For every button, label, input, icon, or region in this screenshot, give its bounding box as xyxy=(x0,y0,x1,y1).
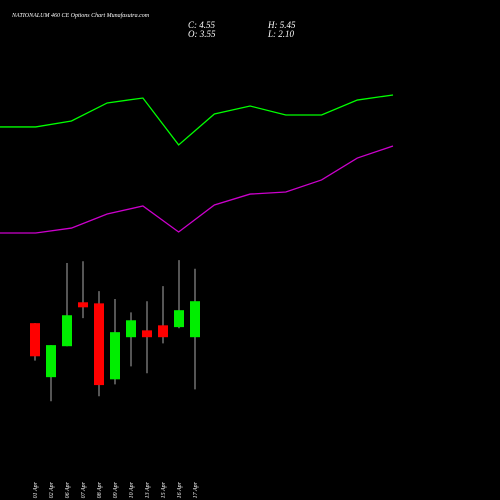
x-tick-label: 01 Apr xyxy=(33,481,39,498)
x-tick-label: 13 Apr xyxy=(145,481,151,498)
x-tick-label: 08 Apr xyxy=(97,481,103,498)
candle-body xyxy=(30,323,40,357)
candle-body xyxy=(46,345,56,378)
x-tick-label: 10 Apr xyxy=(129,481,135,498)
x-tick-label: 16 Apr xyxy=(177,481,183,498)
candle-body xyxy=(158,325,168,338)
candle-body xyxy=(62,315,72,347)
candle-body xyxy=(126,320,136,338)
close-label: C: 4.55 xyxy=(188,20,216,30)
x-tick-label: 09 Apr xyxy=(113,481,119,498)
ma-line xyxy=(0,145,394,234)
chart-title: NATIONALUM 460 CE Options Chart Munafasu… xyxy=(11,12,150,19)
candle-body xyxy=(174,310,184,328)
x-tick-label: 17 Apr xyxy=(193,481,199,498)
x-tick-label: 07 Apr xyxy=(81,481,87,498)
open-label: O: 3.55 xyxy=(188,29,216,39)
x-tick-label: 15 Apr xyxy=(161,481,167,498)
x-tick-label: 02 Apr xyxy=(49,481,55,498)
high-label: H: 5.45 xyxy=(267,20,296,30)
ma-line xyxy=(0,94,394,146)
candle-body xyxy=(78,302,88,308)
candle-body xyxy=(142,330,152,338)
x-tick-label: 06 Apr xyxy=(65,481,71,498)
candle-body xyxy=(110,332,120,380)
low-label: L: 2.10 xyxy=(267,29,295,39)
candle-body xyxy=(94,303,104,386)
candle-body xyxy=(190,301,200,338)
